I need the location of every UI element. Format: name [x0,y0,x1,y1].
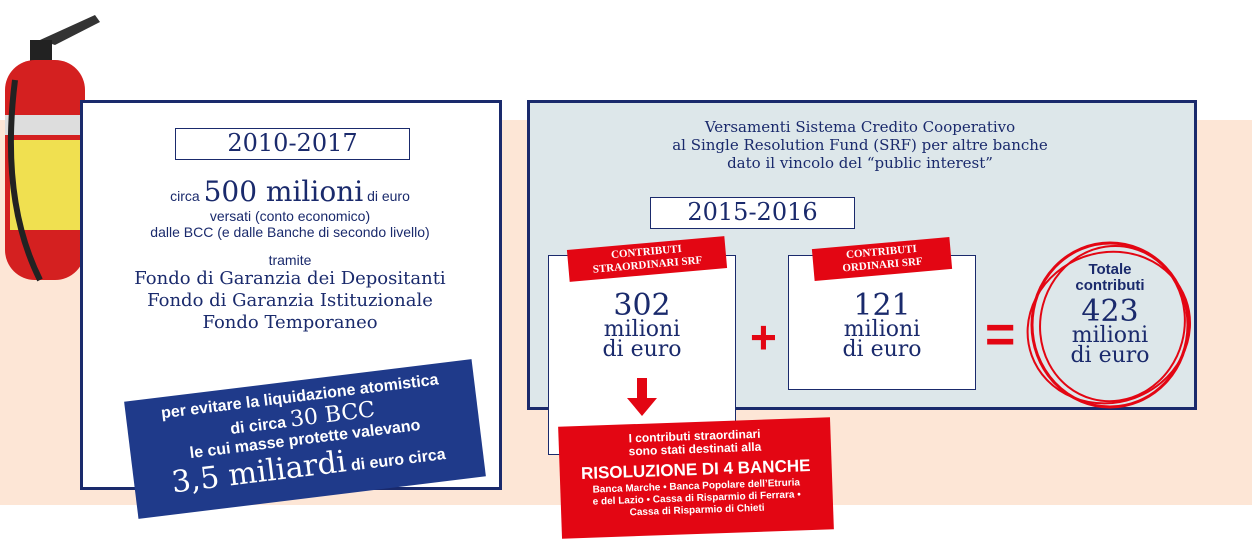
text: di euro circa [350,446,447,474]
unit: di euro [788,340,976,360]
fund: Fondo di Garanzia Istituzionale [90,290,490,312]
ordinary-value: 121 milioni di euro [788,292,976,360]
fund: Fondo Temporaneo [90,312,490,334]
plus: + [750,310,780,364]
extra-value: 302 milioni di euro [548,292,736,360]
text: versati (conto economico) [90,208,490,224]
value: 302 [548,292,736,320]
title-line: al Single Resolution Fund (SRF) per altr… [560,136,1160,154]
label: contributi [1040,278,1180,294]
value: 423 [1040,298,1180,326]
prefix: circa [170,188,200,204]
arrow [625,378,660,418]
amount: 500 milioni [204,175,364,208]
right-title: Versamenti Sistema Credito Cooperativo a… [560,118,1160,172]
unit: di euro [1040,346,1180,366]
text: tramite [90,252,490,268]
value: 121 [788,292,976,320]
unit: di euro [367,188,410,204]
fund: Fondo di Garanzia dei Depositanti [90,268,490,290]
total-value: 423 milioni di euro [1040,298,1180,366]
page: 2010-2017 circa 500 milioni di euro vers… [0,0,1252,542]
text: dalle BCC (e dalle Banche di secondo liv… [90,224,490,240]
total-label: Totale contributi [1040,262,1180,294]
period: 2015-2016 [650,197,855,229]
label: Totale [1040,262,1180,278]
title-line: Versamenti Sistema Credito Cooperativo [560,118,1160,136]
title-line: dato il vincolo del “public interest” [560,154,1160,172]
destination-box: I contributi straordinari sono stati des… [558,417,834,538]
left-text: circa 500 milioni di euro versati (conto… [90,175,490,334]
equals: = [985,305,1025,365]
period: 2010-2017 [175,128,410,160]
unit: di euro [548,340,736,360]
